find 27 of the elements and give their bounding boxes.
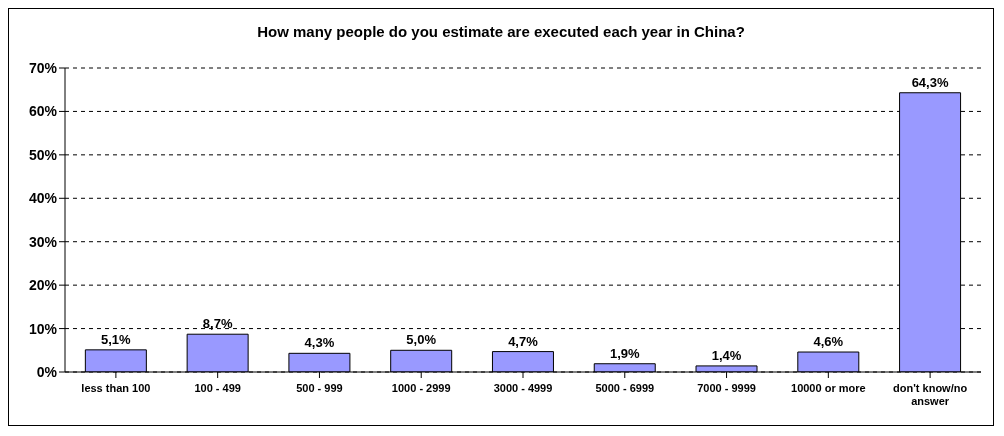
data-label: 1,4% xyxy=(711,347,742,363)
data-label: 4,6% xyxy=(813,334,844,350)
x-tick-label: don't know/no answer xyxy=(893,382,968,407)
data-label: 5,0% xyxy=(406,332,437,348)
y-tick-label: 40% xyxy=(28,190,58,207)
chart-title: How many people do you estimate are executed each year in China? xyxy=(256,23,746,40)
x-tick-label: 1000 - 2999 xyxy=(391,382,451,394)
x-tick-label: less than 100 xyxy=(81,382,151,394)
y-tick-label: 10% xyxy=(28,320,58,337)
y-tick-label: 0% xyxy=(36,363,58,380)
data-label: 8,7% xyxy=(202,316,233,332)
y-tick-label: 70% xyxy=(28,59,58,76)
data-label: 64,3% xyxy=(911,74,949,90)
y-tick-label: 60% xyxy=(28,103,58,120)
y-tick-label: 20% xyxy=(28,277,58,294)
x-tick-label: 5000 - 6999 xyxy=(595,382,655,394)
data-label: 1,9% xyxy=(609,345,640,361)
data-label: 4,3% xyxy=(304,335,335,351)
y-tick-label: 50% xyxy=(28,146,58,163)
x-tick-label: 7000 - 9999 xyxy=(697,382,756,394)
x-tick-label: 10000 or more xyxy=(791,382,866,394)
x-tick-label: 500 - 999 xyxy=(296,382,343,394)
data-label: 4,7% xyxy=(508,333,539,349)
y-tick-label: 30% xyxy=(28,233,58,250)
data-label: 5,1% xyxy=(101,331,132,347)
x-tick-label: 100 - 499 xyxy=(194,382,241,394)
x-tick-label: 3000 - 4999 xyxy=(493,382,553,394)
